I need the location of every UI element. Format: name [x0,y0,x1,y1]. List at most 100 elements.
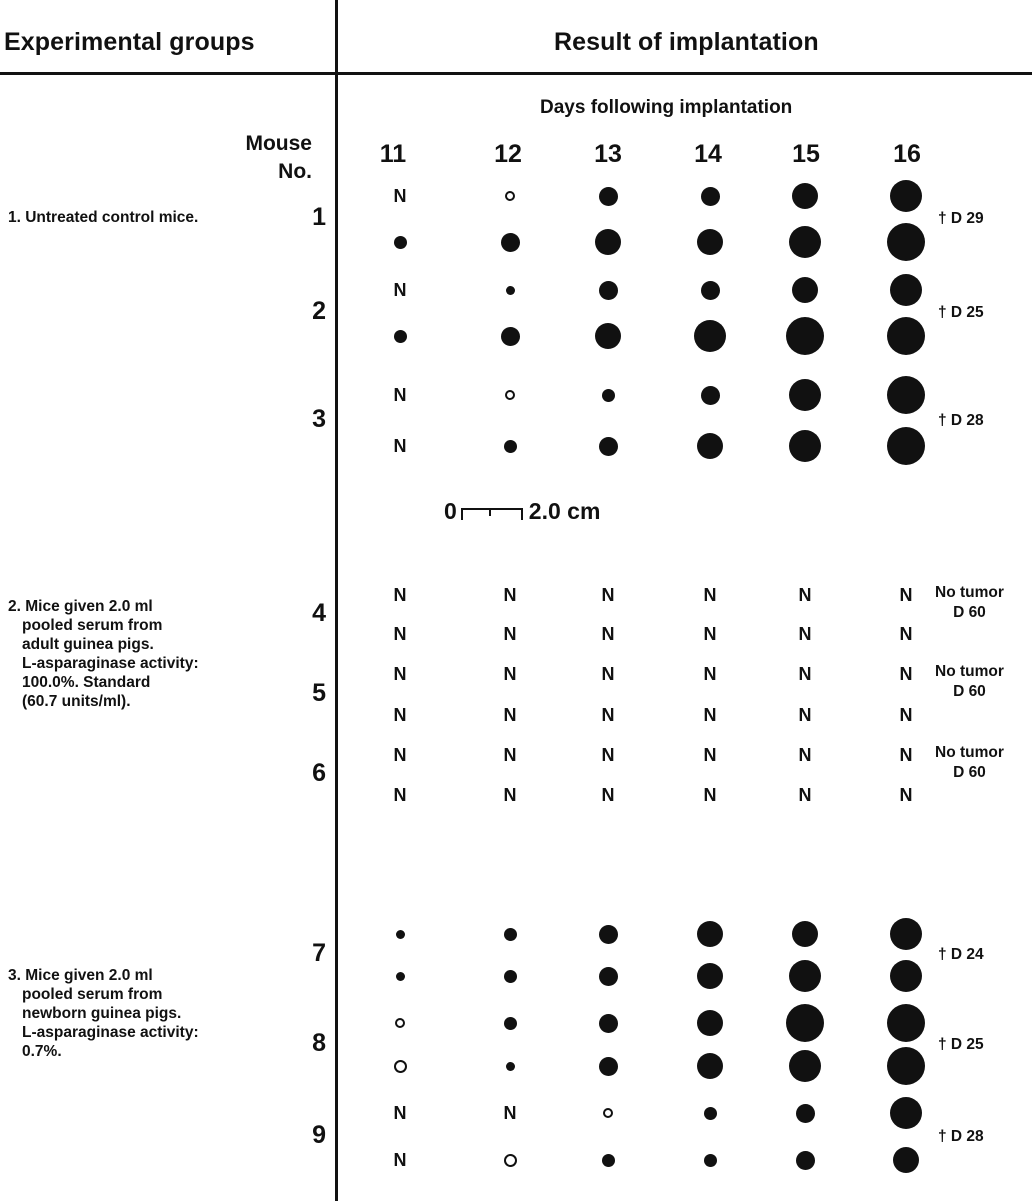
no-tumor-mark: N [393,663,407,684]
tumor-dot-mark [876,270,936,310]
no-tumor-mark: N [798,623,812,644]
mouse-number: 5 [312,678,326,707]
days-caption: Days following implantation [540,97,793,118]
tumor-dot-mark [775,956,835,996]
tumor-dot-mark [680,914,740,954]
mouse-outcome: No tumor D 60 [935,663,1004,700]
tumor-dot-mark [876,375,936,415]
tumor-dot-mark [680,176,740,216]
no-tumor-mark: N [601,584,615,605]
mouse-number: 6 [312,759,326,787]
tumor-dot-mark [480,222,540,262]
mouse-number: 7 [312,939,326,967]
tumor-dot-mark [680,1003,740,1043]
header-rule [0,72,1032,75]
no-tumor-mark: N [899,663,913,684]
tumor-dot-mark [578,176,638,216]
mouse-number: 8 [312,1028,326,1057]
no-tumor-mark: N [703,744,717,765]
tumor-dot-mark [480,1046,540,1086]
no-tumor-mark: N [798,584,812,605]
no-tumor-mark: N [601,663,615,684]
day-label: 12 [494,140,522,168]
no-tumor-mark: N [393,784,407,805]
tumor-dot-mark [578,1046,638,1086]
no-tumor-mark: N [503,663,517,684]
tumor-dot-mark [775,316,835,356]
tumor-dot-mark [775,222,835,262]
tumor-dot-mark [370,222,430,262]
tumor-dot-mark [680,222,740,262]
no-tumor-mark: N [703,663,717,684]
no-tumor-mark: N [899,704,913,725]
group-label-2: 2. Mice given 2.0 ml pooled serum from a… [8,597,199,711]
group-label-3: 3. Mice given 2.0 ml pooled serum from n… [8,966,199,1061]
no-tumor-mark: N [703,584,717,605]
tumor-dot-mark [775,270,835,310]
no-tumor-mark: N [503,1102,517,1123]
no-tumor-mark: N [703,704,717,725]
no-tumor-mark: N [393,1149,407,1170]
tumor-dot-mark [680,270,740,310]
group-label-line: 1. Untreated control mice. [8,209,199,226]
mouse-outcome: † D 28 [938,411,984,429]
day-label: 11 [379,140,407,168]
no-tumor-mark: N [601,744,615,765]
tumor-dot-mark [680,375,740,415]
no-tumor-mark: N [393,185,407,206]
mouse-outcome: No tumor D 60 [935,584,1004,621]
tumor-ring-mark [370,1046,430,1086]
no-tumor-mark: N [393,744,407,765]
no-tumor-mark: N [393,279,407,300]
tumor-dot-mark [876,316,936,356]
tumor-dot-mark [370,956,430,996]
no-tumor-mark: N [601,623,615,644]
tumor-dot-mark [480,316,540,356]
tumor-dot-mark [775,914,835,954]
tumor-dot-mark [876,956,936,996]
group-label-line: adult guinea pigs. [22,636,154,653]
column-header-groups: Experimental groups [4,28,255,56]
tumor-dot-mark [578,426,638,466]
tumor-dot-mark [480,1003,540,1043]
tumor-ring-mark [480,176,540,216]
tumor-dot-mark [680,1046,740,1086]
tumor-dot-mark [578,956,638,996]
mouse-outcome: † D 24 [938,946,984,963]
tumor-dot-mark [480,914,540,954]
no-tumor-mark: N [798,663,812,684]
tumor-dot-mark [876,222,936,262]
no-tumor-mark: N [503,623,517,644]
tumor-dot-mark [480,426,540,466]
no-tumor-mark: N [798,744,812,765]
tumor-ring-mark [370,1003,430,1043]
no-tumor-mark: N [899,584,913,605]
mouse-outcome: † D 25 [938,304,984,321]
no-tumor-mark: N [503,784,517,805]
group-label-line: 100.0%. Standard [22,674,151,691]
day-label: 15 [792,140,820,168]
tumor-dot-mark [876,1046,936,1086]
mouse-outcome: † D 29 [938,210,984,227]
mouse-outcome: † D 28 [938,1127,984,1145]
no-tumor-mark: N [393,623,407,644]
scale-bar-graphic [460,507,523,520]
tumor-dot-mark [578,375,638,415]
no-tumor-mark: N [503,704,517,725]
group-label-line: L-asparaginase activity: [22,1024,199,1041]
group-label-line: 3. Mice given 2.0 ml [8,967,153,984]
tumor-dot-mark [578,914,638,954]
no-tumor-mark: N [393,1102,407,1123]
no-tumor-mark: N [393,384,407,405]
mouse-header-line1: Mouse [245,132,312,155]
tumor-ring-mark [480,375,540,415]
no-tumor-mark: N [798,784,812,805]
mouse-header-line2: No. [278,160,312,183]
scale-bar: 0 2.0 cm [444,498,600,525]
no-tumor-mark: N [899,623,913,644]
no-tumor-mark: N [899,744,913,765]
tumor-dot-mark [876,1003,936,1043]
no-tumor-mark: N [601,704,615,725]
tumor-dot-mark [775,375,835,415]
no-tumor-mark: N [703,623,717,644]
